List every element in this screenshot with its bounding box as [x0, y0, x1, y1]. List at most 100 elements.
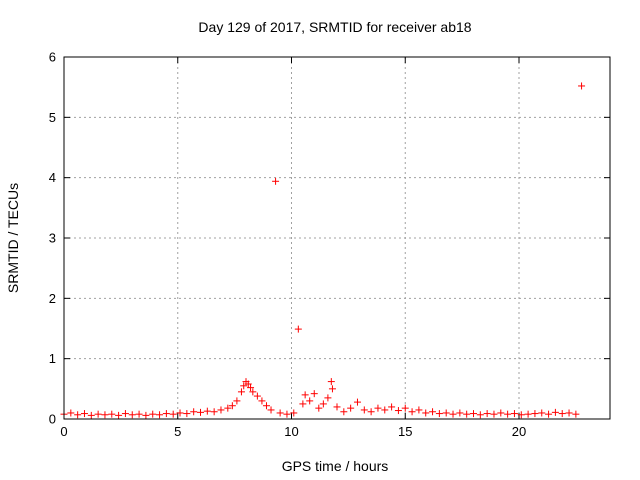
data-point-marker [272, 177, 280, 185]
data-point-marker [524, 410, 532, 418]
data-point-marker [247, 384, 255, 392]
data-point-marker [267, 406, 275, 414]
data-point-marker [203, 407, 211, 415]
data-point-marker [87, 411, 95, 419]
axis-ticks: 0 5 10 15 20 0 1 2 3 4 5 6 [49, 50, 610, 439]
data-point-marker [333, 403, 341, 411]
plot-frame [63, 56, 611, 420]
data-point-marker [276, 409, 284, 417]
data-point-marker [394, 407, 402, 415]
data-point-marker [299, 400, 307, 408]
data-point-marker [324, 394, 332, 402]
data-point-marker [306, 397, 314, 405]
data-point-marker [490, 410, 498, 418]
data-point-marker [162, 410, 170, 418]
data-point-marker [340, 408, 348, 416]
data-point-marker [538, 409, 546, 417]
data-point-marker [483, 410, 491, 418]
data-point-marker [176, 409, 184, 417]
data-point-marker [442, 409, 450, 417]
data-point-marker [374, 404, 382, 412]
y-tick-label: 4 [49, 170, 56, 185]
data-point-marker [149, 410, 157, 418]
data-point-marker [476, 411, 484, 419]
data-point-marker [319, 400, 327, 408]
grid-lines [64, 57, 610, 419]
data-point-marker [301, 391, 309, 399]
data-point-marker [551, 408, 559, 416]
data-point-marker [67, 409, 75, 417]
data-point-marker [240, 382, 248, 390]
data-point-marker [327, 378, 335, 386]
data-point-marker [510, 410, 518, 418]
data-point-marker [224, 404, 232, 412]
data-point-marker [283, 410, 291, 418]
y-tick-label: 6 [49, 50, 56, 65]
x-tick-label: 5 [174, 424, 181, 439]
data-point-marker [315, 404, 323, 412]
data-point-marker [328, 385, 336, 393]
data-point-marker [253, 392, 261, 400]
data-point-marker [94, 410, 102, 418]
data-point-marker [228, 402, 236, 410]
data-point-marker [115, 411, 123, 419]
y-axis-label: SRMTID / TECUs [5, 183, 21, 293]
data-point-marker [531, 410, 539, 418]
data-point-marker [156, 411, 164, 419]
data-point-marker [262, 402, 270, 410]
x-tick-label: 15 [398, 424, 412, 439]
data-point-marker [435, 410, 443, 418]
data-point-marker [517, 411, 525, 419]
data-point-marker [310, 390, 318, 398]
data-point-marker [381, 406, 389, 414]
data-point-marker [504, 410, 512, 418]
data-point-marker [347, 404, 355, 412]
data-point-marker [463, 410, 471, 418]
data-point-marker [578, 82, 586, 90]
data-point-marker [422, 409, 430, 417]
x-tick-label: 20 [512, 424, 526, 439]
data-point-marker [80, 410, 88, 418]
data-point-marker [558, 410, 566, 418]
data-point-marker [360, 406, 368, 414]
x-tick-label: 10 [284, 424, 298, 439]
data-point-marker [190, 408, 198, 416]
x-tick-label: 0 [60, 424, 67, 439]
y-tick-label: 3 [49, 231, 56, 246]
y-tick-label: 2 [49, 291, 56, 306]
data-point-marker [429, 408, 437, 416]
data-point-marker [565, 409, 573, 417]
x-axis-label: GPS time / hours [282, 458, 389, 474]
data-point-marker [401, 404, 409, 412]
data-point-marker [572, 410, 580, 418]
data-point-marker [258, 397, 266, 405]
data-point-marker [415, 406, 423, 414]
chart-title: Day 129 of 2017, SRMTID for receiver ab1… [198, 19, 471, 35]
data-point-marker [108, 410, 116, 418]
data-point-marker [249, 388, 257, 396]
data-points [60, 82, 586, 419]
data-point-marker [244, 380, 252, 388]
data-point-marker [456, 409, 464, 417]
data-point-marker [101, 411, 109, 419]
data-point-marker [449, 410, 457, 418]
data-point-marker [408, 408, 416, 416]
data-point-marker [237, 388, 245, 396]
data-point-marker [233, 397, 241, 405]
data-point-marker [210, 408, 218, 416]
y-tick-label: 1 [49, 351, 56, 366]
data-point-marker [353, 398, 361, 406]
data-point-marker [128, 411, 136, 419]
data-point-marker [197, 408, 204, 416]
data-point-marker [142, 411, 150, 419]
data-point-marker [290, 409, 298, 417]
data-point-marker [183, 410, 191, 418]
data-point-marker [135, 410, 143, 418]
data-point-marker [121, 410, 129, 418]
data-point-marker [294, 325, 302, 333]
data-point-marker [367, 408, 375, 416]
data-point-marker [388, 403, 396, 411]
data-point-marker [497, 409, 505, 417]
data-point-marker [470, 410, 477, 418]
y-tick-label: 5 [49, 110, 56, 125]
